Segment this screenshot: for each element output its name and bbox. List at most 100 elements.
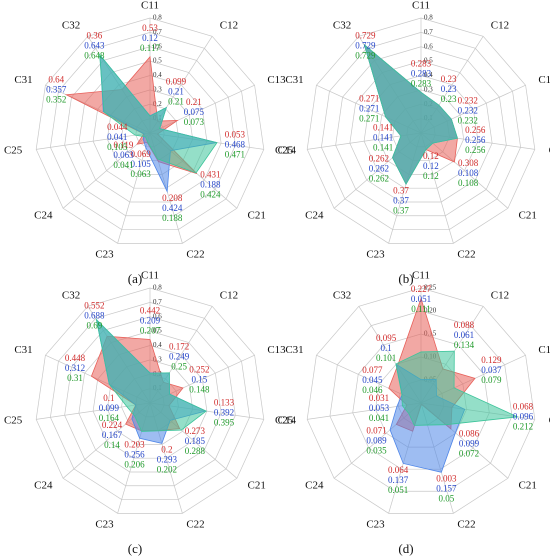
r-tick-label: 0.3	[153, 355, 162, 363]
value-label: 0.273	[185, 426, 206, 436]
value-label: 0.64	[48, 74, 64, 84]
value-label: 0.271	[359, 93, 379, 103]
grid-ring	[78, 330, 222, 473]
value-label: 0.133	[214, 398, 235, 408]
value-label: 0.424	[200, 189, 221, 199]
value-label: 0.12	[423, 151, 439, 161]
value-label: 0.185	[185, 436, 206, 446]
value-label: 0.099	[459, 439, 480, 449]
value-label: 0.395	[214, 418, 235, 428]
axis-label: C22	[186, 248, 204, 260]
value-label: 0.041	[369, 413, 389, 423]
panel-caption: (b)	[398, 271, 413, 286]
axis-label: C32	[333, 20, 351, 32]
axis-label: C13	[538, 344, 550, 356]
value-label: 0.648	[84, 50, 105, 60]
value-label: 0.119	[114, 140, 134, 150]
value-label: 0.256	[465, 125, 486, 135]
grid-ring	[35, 287, 265, 514]
value-label: 0.69	[86, 320, 102, 330]
grid-ring	[50, 32, 250, 230]
value-label: 0.051	[411, 294, 431, 304]
series-area	[95, 318, 207, 432]
value-label: 0.053	[369, 403, 390, 413]
axis-label: C31	[285, 344, 303, 356]
value-label: 0.729	[355, 50, 376, 60]
value-label: 0.15	[191, 375, 207, 385]
value-label: 0.25	[171, 362, 187, 372]
value-label: 0.096	[513, 412, 534, 422]
value-label: 0.111	[411, 304, 431, 314]
value-label: 0.063	[131, 169, 152, 179]
panel-caption: (d)	[398, 541, 413, 556]
axis-label: C25	[4, 415, 23, 427]
value-label: 0.23	[441, 74, 457, 84]
value-label: 0.172	[169, 342, 189, 352]
spoke	[36, 132, 151, 150]
value-label: 0.099	[166, 77, 187, 87]
r-tick-label: 0.20	[424, 307, 437, 315]
value-label: 0.053	[225, 129, 246, 139]
value-label: 0.188	[200, 179, 221, 189]
r-tick-label: 0.5	[153, 327, 162, 335]
value-label: 0.073	[184, 117, 205, 127]
grid-ring	[363, 75, 479, 189]
axis-label: C11	[412, 0, 430, 12]
value-label: 0.12	[423, 171, 439, 181]
value-label: 0.312	[65, 363, 85, 373]
value-label: 0.21	[168, 97, 184, 107]
value-label: 0.129	[481, 355, 502, 365]
axis-label: C22	[186, 518, 204, 530]
value-label: 0.224	[102, 420, 123, 430]
value-label: 0.069	[131, 149, 152, 159]
value-label: 0.041	[107, 132, 127, 142]
value-label: 0.12	[142, 33, 158, 43]
value-label: 0.468	[225, 139, 246, 149]
value-label: 0.31	[67, 373, 83, 383]
value-label: 0.108	[458, 178, 479, 188]
value-label: 0.099	[99, 403, 120, 413]
value-label: 0.232	[458, 96, 478, 106]
axis-label: C13	[267, 344, 286, 356]
value-label: 0.208	[162, 193, 183, 203]
value-label: 0.061	[454, 330, 474, 340]
value-label: 0.134	[454, 340, 475, 350]
axis-label: C32	[62, 290, 80, 302]
value-label: 0.232	[458, 106, 478, 116]
axis-label: C12	[220, 290, 238, 302]
panel-caption: (c)	[128, 541, 142, 556]
r-tick-label: 0.2	[153, 100, 162, 108]
r-tick-label: 0.3	[424, 85, 433, 93]
value-label: 0.141	[373, 133, 393, 143]
axis-label: C12	[491, 290, 509, 302]
axis-label: C13	[267, 74, 286, 86]
r-tick-label: 0.4	[153, 341, 162, 349]
r-tick-label: 0.8	[153, 284, 162, 292]
r-tick-label: 0.4	[424, 71, 433, 79]
value-label: 0.071	[366, 426, 386, 436]
r-tick-label: 0.4	[153, 71, 162, 79]
axis-label: C14	[278, 415, 297, 427]
axis-label: C32	[62, 20, 80, 32]
axis-label: C12	[220, 20, 238, 32]
value-label: 0.037	[481, 365, 502, 375]
axis-label: C23	[366, 518, 385, 530]
value-label: 0.53	[142, 23, 158, 33]
value-label: 0.212	[513, 422, 533, 432]
value-label: 0.14	[104, 440, 120, 450]
axis-label: C14	[549, 145, 550, 157]
value-label: 0.293	[157, 455, 178, 465]
r-tick-label: 0.6	[424, 42, 433, 50]
value-label: 0.688	[84, 310, 105, 320]
value-label: 0.035	[366, 446, 387, 456]
value-label: 0.068	[513, 402, 534, 412]
grid-ring	[64, 46, 236, 217]
value-label: 0.209	[140, 316, 161, 326]
axis-label: C21	[518, 480, 536, 492]
grid-ring	[335, 46, 507, 217]
grid-ring	[352, 333, 490, 470]
r-tick-label: 0.6	[153, 312, 162, 320]
value-label: 0.448	[65, 353, 86, 363]
value-label: 0.37	[393, 195, 409, 205]
